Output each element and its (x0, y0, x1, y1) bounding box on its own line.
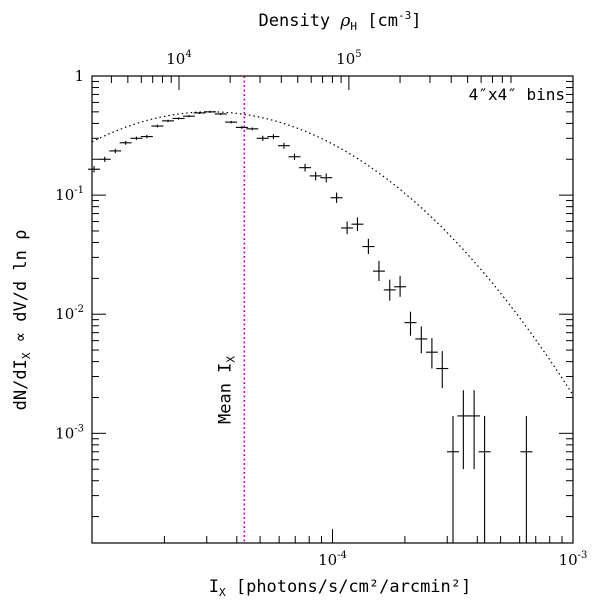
axis-ticks (91, 75, 574, 543)
data-point (140, 134, 153, 139)
data-point (225, 120, 238, 124)
data-point (394, 275, 407, 297)
tick-labels: 10-4 10-3 104 105 1 10-1 10-2 10-3 (55, 49, 587, 569)
x-axis-title: IX [photons/s/cm²/arcmin²] (209, 577, 472, 599)
data-points (88, 110, 533, 543)
data-point (214, 112, 227, 116)
data-point (447, 415, 460, 543)
data-point (320, 173, 333, 183)
top-tick-label: 104 (166, 49, 191, 68)
data-point (425, 338, 438, 369)
data-point (372, 260, 385, 282)
top-axis-title: Density ρH [cm-3] (259, 9, 422, 33)
data-point (246, 127, 259, 131)
data-point (520, 415, 533, 543)
data-point (161, 119, 174, 123)
data-point (478, 415, 491, 543)
data-point (172, 117, 185, 120)
data-point (119, 140, 132, 145)
data-point (415, 326, 428, 354)
data-point (468, 390, 481, 470)
data-point (457, 390, 470, 470)
data-point (330, 192, 343, 203)
data-point (151, 124, 164, 128)
data-point (299, 163, 312, 172)
data-point (256, 135, 269, 141)
top-tick-label: 105 (336, 49, 361, 68)
data-point (130, 136, 143, 141)
data-point (277, 142, 290, 149)
data-point (288, 153, 301, 161)
fit-curve (91, 111, 574, 396)
data-point (383, 279, 396, 301)
data-point (193, 111, 206, 114)
bin-annotation: 4″x4″ bins (469, 85, 565, 104)
y-axis-title: dN/dIX ∝ dV/d ln ρ (11, 230, 33, 411)
data-point (309, 171, 322, 181)
data-point (362, 238, 375, 255)
y-tick-label: 10-3 (55, 423, 84, 442)
data-point (341, 221, 354, 235)
data-point (436, 351, 449, 389)
data-point (88, 165, 101, 173)
data-point (98, 156, 111, 162)
x-tick-label: 10-3 (559, 550, 588, 569)
data-point (182, 115, 195, 118)
x-tick-label: 10-4 (318, 550, 347, 569)
data-point (351, 217, 364, 231)
y-tick-label: 10-1 (55, 185, 84, 204)
y-tick-label: 1 (74, 67, 84, 85)
plot-frame (91, 75, 574, 544)
data-point (404, 311, 417, 336)
mean-label: Mean IX (215, 356, 237, 424)
data-point (235, 126, 248, 129)
y-tick-label: 10-2 (55, 304, 84, 323)
data-point (109, 148, 122, 154)
data-point (204, 110, 217, 113)
data-point (267, 134, 280, 140)
